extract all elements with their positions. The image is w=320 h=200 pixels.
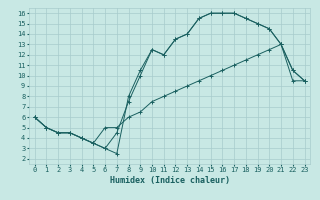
X-axis label: Humidex (Indice chaleur): Humidex (Indice chaleur) <box>109 176 229 185</box>
